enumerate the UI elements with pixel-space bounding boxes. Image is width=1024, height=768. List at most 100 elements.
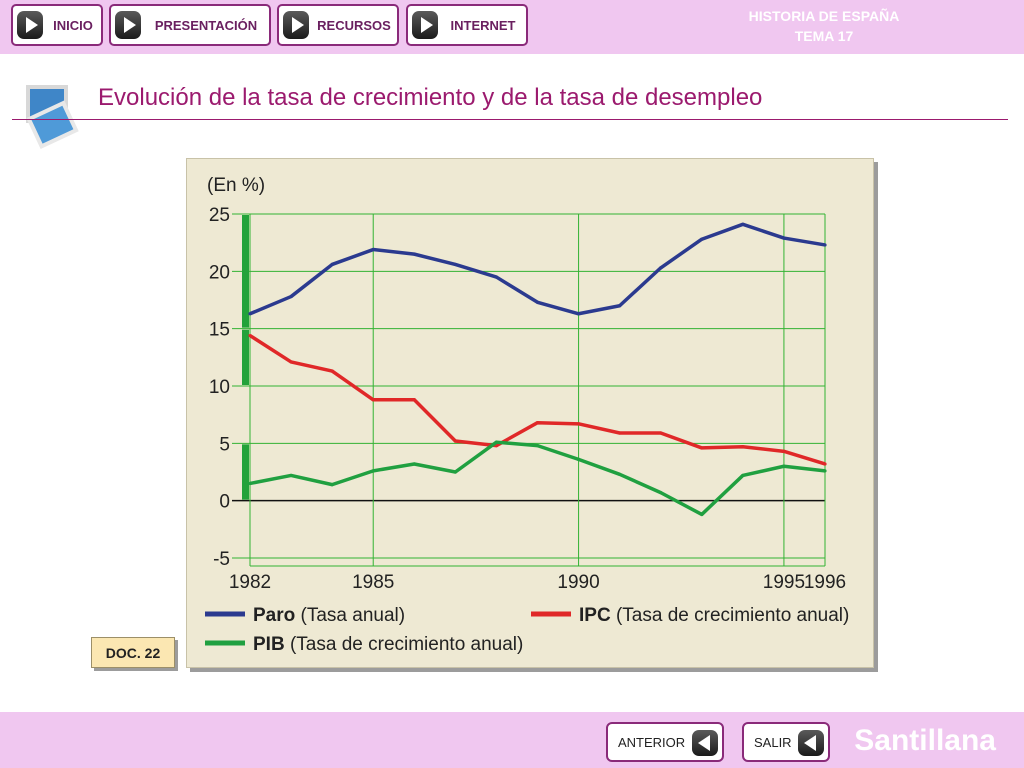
brand-logo: Santillana (854, 724, 996, 757)
data-point-paro (741, 222, 745, 226)
data-point-ipc (618, 431, 622, 435)
data-point-pib (330, 483, 334, 487)
subject-line-1: HISTORIA DE ESPAÑA (748, 8, 900, 24)
salir-button[interactable]: SALIR (742, 722, 830, 762)
data-point-ipc (248, 333, 252, 338)
subject-line-2: TEMA 17 (794, 28, 854, 44)
y-tick-label: 15 (209, 320, 230, 341)
data-point-paro (330, 262, 334, 267)
slide-title: Evolución de la tasa de crecimiento y de… (98, 84, 763, 111)
slides-icon (26, 85, 79, 149)
data-point-pib (453, 470, 457, 474)
x-tick-label: 1985 (352, 572, 394, 593)
nav-inicio-button[interactable]: INICIO (11, 4, 103, 46)
anterior-button[interactable]: ANTERIOR (606, 722, 724, 762)
back-arrow-icon (692, 730, 718, 756)
y-axis-label: (En %) (207, 175, 265, 196)
nav-recursos-label: RECURSOS (317, 17, 391, 33)
y-tick-label: 10 (209, 377, 230, 398)
data-point-ipc (412, 398, 416, 402)
legend-name-ipc: IPC (579, 605, 611, 626)
data-point-pib (618, 472, 622, 476)
chart-panel: 25 20 15 10 5 0 -5 1982 1985 1990 1995 1996 (En %) P… (186, 158, 874, 668)
data-point-paro (823, 243, 827, 247)
y-tick-label: 5 (219, 434, 230, 455)
title-divider (12, 119, 1008, 120)
y-tick-label: 20 (209, 262, 230, 283)
legend-label-paro: Paro (Tasa anual) (253, 605, 405, 626)
y-tick-label: -5 (213, 549, 230, 570)
nav-inicio-label: INICIO (53, 17, 93, 33)
top-bar: INICIO PRESENTACIÓN RECURSOS INTERNET HI… (0, 0, 1024, 54)
nav-presentacion-button[interactable]: PRESENTACIÓN (109, 4, 271, 46)
data-point-paro (453, 262, 457, 267)
data-point-pib (535, 444, 540, 448)
data-point-paro (248, 312, 252, 316)
y-axis-band (242, 444, 249, 500)
legend-name-pib: PIB (253, 634, 285, 655)
play-arrow-icon (115, 11, 141, 39)
data-point-ipc (782, 449, 786, 453)
legend-label-ipc: IPC (Tasa de crecimiento anual) (579, 605, 849, 626)
bottom-bar: ANTERIOR SALIR (0, 712, 1024, 768)
x-tick-label: 1995 (763, 572, 805, 593)
data-point-ipc (659, 431, 663, 435)
data-point-pib (659, 491, 663, 495)
data-point-ipc (330, 369, 334, 373)
data-point-paro (618, 304, 622, 308)
data-point-paro (535, 300, 540, 304)
data-point-ipc (371, 398, 375, 402)
data-point-paro (494, 275, 499, 279)
data-point-ipc (741, 445, 745, 449)
legend-desc-paro: (Tasa anual) (295, 605, 405, 626)
nav-recursos-button[interactable]: RECURSOS (277, 4, 399, 46)
series-line-paro (249, 222, 826, 316)
back-arrow-icon (798, 730, 824, 756)
legend-label-pib: PIB (Tasa de crecimiento anual) (253, 634, 523, 655)
data-point-paro (700, 237, 704, 241)
data-point-paro (412, 252, 416, 256)
x-tick-label: 1996 (804, 572, 846, 593)
doc-label: DOC. 22 (91, 637, 175, 668)
data-point-paro (371, 247, 375, 252)
data-point-pib (248, 481, 252, 486)
play-arrow-icon (412, 11, 438, 39)
legend-name-paro: Paro (253, 605, 295, 626)
data-point-pib (782, 464, 786, 468)
data-point-paro (289, 294, 293, 299)
data-point-pib (741, 473, 745, 478)
play-arrow-icon (283, 11, 309, 39)
data-point-pib (823, 469, 827, 473)
data-point-pib (371, 469, 375, 473)
x-tick-label: 1982 (229, 572, 271, 593)
data-point-paro (576, 312, 581, 316)
salir-label: SALIR (754, 735, 792, 750)
y-tick-label: 25 (209, 205, 230, 226)
x-tick-label: 1990 (557, 572, 599, 593)
nav-internet-button[interactable]: INTERNET (406, 4, 528, 46)
legend-desc-ipc: (Tasa de crecimiento anual) (611, 605, 850, 626)
nav-presentacion-label: PRESENTACIÓN (154, 17, 258, 33)
data-point-pib (576, 457, 581, 461)
data-point-paro (782, 236, 786, 240)
y-axis-band (242, 215, 249, 328)
data-point-ipc (700, 446, 704, 450)
y-tick-label: 0 (219, 492, 230, 513)
data-point-ipc (289, 360, 293, 364)
data-point-pib (289, 473, 293, 478)
y-axis-band (242, 329, 249, 385)
data-point-ipc (576, 422, 581, 426)
nav-internet-label: INTERNET (450, 17, 516, 33)
data-point-ipc (453, 439, 457, 443)
play-arrow-icon (17, 11, 43, 39)
subject-title: HISTORIA DE ESPAÑA TEMA 17 (724, 6, 924, 46)
data-point-pib (494, 440, 499, 444)
data-point-ipc (535, 421, 540, 425)
series-line-pib (249, 440, 826, 517)
data-point-ipc (823, 462, 827, 466)
data-point-pib (700, 512, 704, 517)
data-point-paro (659, 266, 663, 270)
data-point-pib (412, 462, 416, 466)
